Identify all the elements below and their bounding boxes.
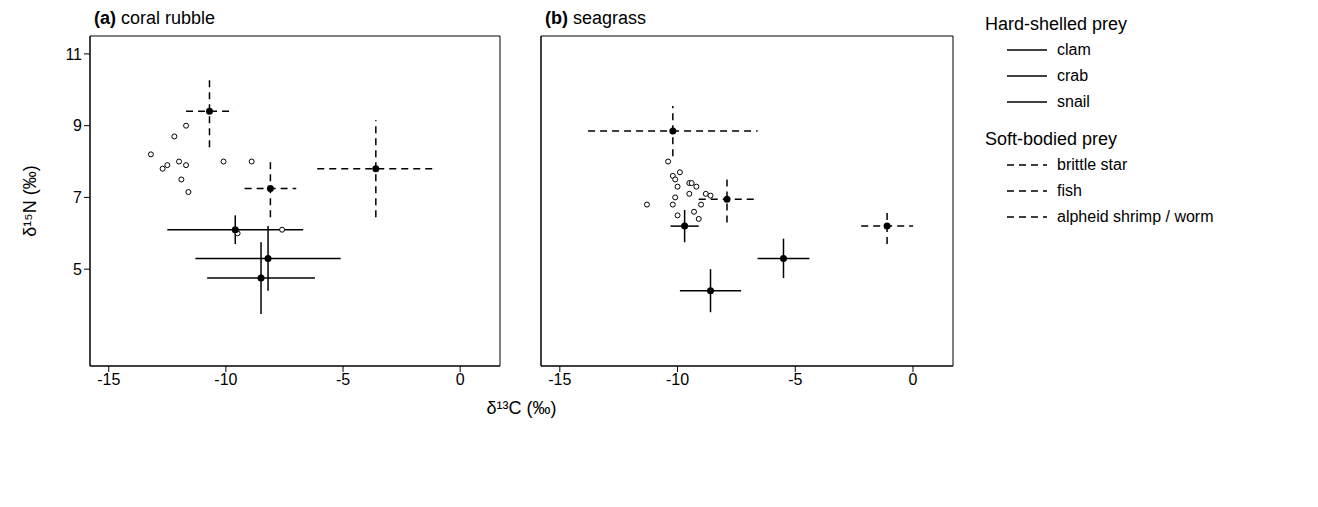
svg-text:-5: -5 <box>336 371 350 388</box>
svg-text:0: 0 <box>909 371 918 388</box>
svg-text:-5: -5 <box>788 371 802 388</box>
svg-text:7: 7 <box>73 189 82 206</box>
svg-text:5: 5 <box>73 261 82 278</box>
svg-text:9: 9 <box>73 117 82 134</box>
svg-text:-15: -15 <box>97 371 120 388</box>
html-text:brittle star: brittle star <box>1057 156 1128 173</box>
html-text:(a) coral rubble: (a) coral rubble <box>94 8 216 28</box>
svg-text:δ¹⁵N (‰): δ¹⁵N (‰) <box>20 165 40 236</box>
svg-text:-15: -15 <box>548 371 571 388</box>
svg-text:11: 11 <box>65 46 82 63</box>
svg-text:-10: -10 <box>666 371 689 388</box>
html-text:clam: clam <box>1057 41 1091 58</box>
html-text:Hard-shelled prey: Hard-shelled prey <box>985 14 1128 34</box>
svg-text:-10: -10 <box>214 371 237 388</box>
html-text:Soft-bodied prey: Soft-bodied prey <box>985 129 1118 149</box>
html-text:crab: crab <box>1057 67 1089 84</box>
html-text:fish: fish <box>1057 182 1082 199</box>
html-text:δ¹³C (‰): δ¹³C (‰) <box>486 398 557 418</box>
html-text:snail: snail <box>1057 93 1090 110</box>
svg-text:0: 0 <box>456 371 465 388</box>
html-text:(b) seagrass: (b) seagrass <box>545 8 646 28</box>
html-text:alpheid shrimp / worm: alpheid shrimp / worm <box>1057 208 1214 225</box>
